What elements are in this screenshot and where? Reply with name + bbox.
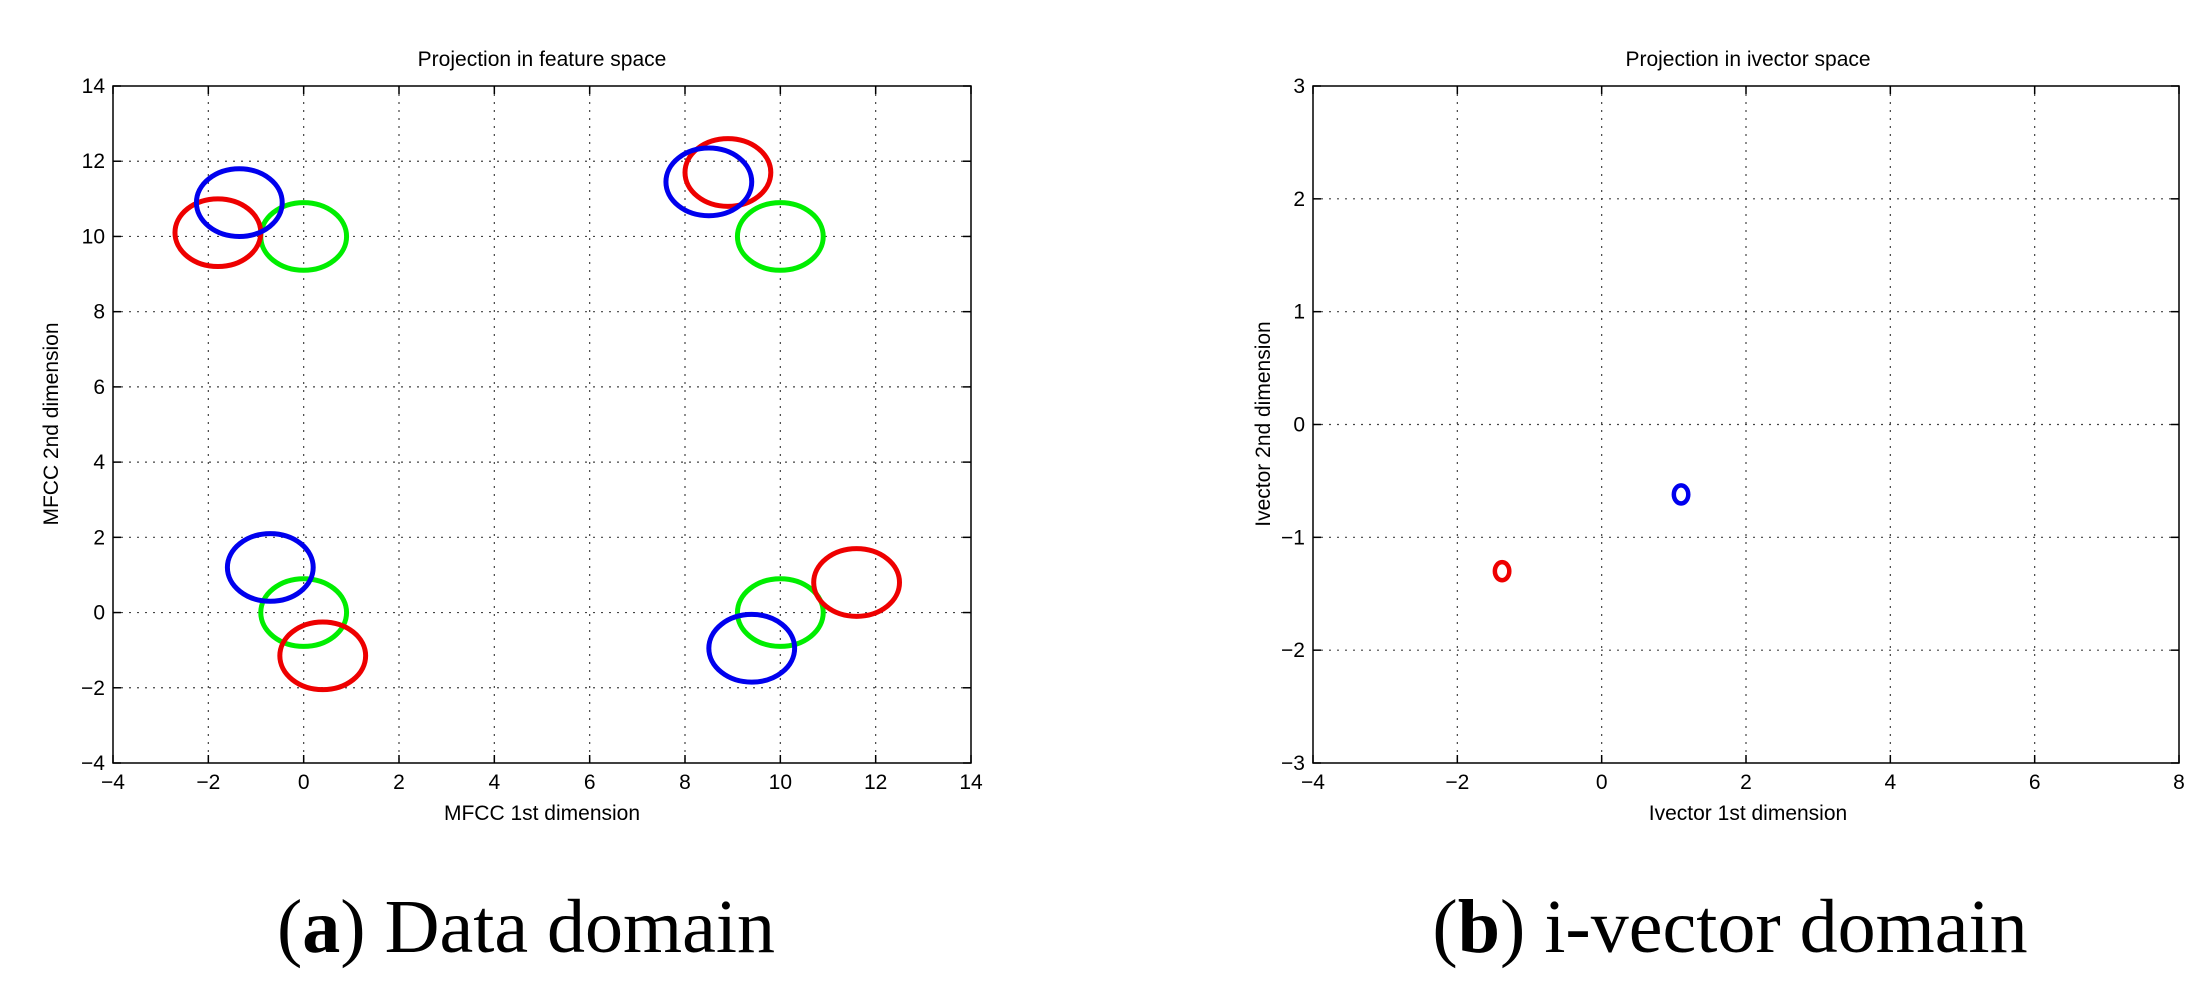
y-tick-label: 0	[1293, 414, 1305, 437]
y-tick-label: −4	[81, 752, 105, 775]
x-tick-label: 12	[864, 771, 887, 794]
x-tick-label: 10	[769, 771, 792, 794]
x-tick-label: −2	[1445, 771, 1469, 794]
x-tick-label: 6	[584, 771, 596, 794]
caption-a: (a) Data domain	[277, 885, 775, 969]
gaussian-ellipse	[706, 611, 798, 685]
gaussian-ellipse	[224, 531, 316, 604]
x-tick-label: 2	[1740, 771, 1752, 794]
x-axis-label: MFCC 1st dimension	[444, 802, 640, 825]
y-tick-label: 14	[82, 75, 106, 98]
chart-title: Projection in ivector space	[1625, 48, 1870, 71]
caption-b: (b) i-vector domain	[1432, 885, 2027, 969]
y-tick-label: −3	[1281, 752, 1305, 775]
x-tick-label: 2	[393, 771, 405, 794]
gaussian-ellipse	[734, 200, 826, 273]
panel-a-feature-space: Projection in feature space −4 −2 0 2 4 6 8 10 1…	[40, 48, 983, 969]
y-axis-label: MFCC 2nd dimension	[40, 322, 63, 525]
caption-text: i-vector domain	[1525, 885, 2027, 969]
grid	[113, 86, 971, 763]
ellipses	[1492, 483, 1691, 583]
y-tick-label: 2	[93, 526, 105, 549]
gaussian-ellipse	[811, 546, 902, 619]
y-tick-label: 6	[93, 376, 105, 399]
caption-letter: a	[302, 885, 340, 969]
x-tick-label: 14	[959, 771, 983, 794]
y-tick-label: 12	[82, 150, 105, 173]
x-tick-label: 0	[298, 771, 310, 794]
y-axis-label: Ivector 2nd dimension	[1252, 321, 1275, 526]
caption-text: Data domain	[366, 885, 775, 969]
gaussian-ellipse	[1492, 559, 1512, 583]
caption-letter: b	[1458, 885, 1500, 969]
y-tick-label: 1	[1293, 301, 1305, 324]
x-axis-label: Ivector 1st dimension	[1649, 802, 1847, 825]
ellipses	[172, 136, 902, 693]
x-tick-label: 0	[1596, 771, 1608, 794]
y-tick-label: 2	[1293, 188, 1305, 211]
gaussian-ellipse	[277, 619, 369, 693]
y-tick-label: −2	[1281, 639, 1305, 662]
y-tick-label: 8	[93, 301, 105, 324]
gaussian-ellipse	[734, 576, 826, 649]
plot-frame	[112, 85, 972, 764]
y-tick-label: 0	[93, 602, 105, 625]
gaussian-ellipse	[1671, 483, 1691, 506]
x-tick-label: −4	[1301, 771, 1325, 794]
ticks: −4 −2 0 2 4 6 8 −3 −2 −1 0 1 2 3	[1281, 75, 2185, 794]
gaussian-ellipse	[193, 166, 285, 239]
x-tick-label: 4	[488, 771, 500, 794]
y-tick-label: 3	[1293, 75, 1305, 98]
grid	[1313, 86, 2179, 763]
x-tick-label: −2	[196, 771, 220, 794]
y-tick-label: −1	[1281, 526, 1305, 549]
x-tick-label: 8	[2173, 771, 2185, 794]
x-tick-label: 4	[1884, 771, 1896, 794]
x-tick-label: 8	[679, 771, 691, 794]
x-tick-label: −4	[101, 771, 125, 794]
y-tick-label: −2	[81, 677, 105, 700]
panel-b-ivector-space: Projection in ivector space −4 −2 0 2 4 6 8−3−…	[1252, 48, 2185, 969]
x-tick-label: 6	[2029, 771, 2041, 794]
chart-title: Projection in feature space	[418, 48, 667, 71]
gaussian-ellipse	[682, 136, 774, 209]
y-tick-label: 4	[93, 451, 105, 474]
ticks: −4 −2 0 2 4 6 8 10 12 14 −4 −2 0 2 4 6 8 10 12 14	[81, 75, 983, 794]
y-tick-label: 10	[82, 225, 105, 248]
gaussian-ellipse	[258, 576, 350, 649]
gaussian-ellipse	[663, 145, 755, 219]
